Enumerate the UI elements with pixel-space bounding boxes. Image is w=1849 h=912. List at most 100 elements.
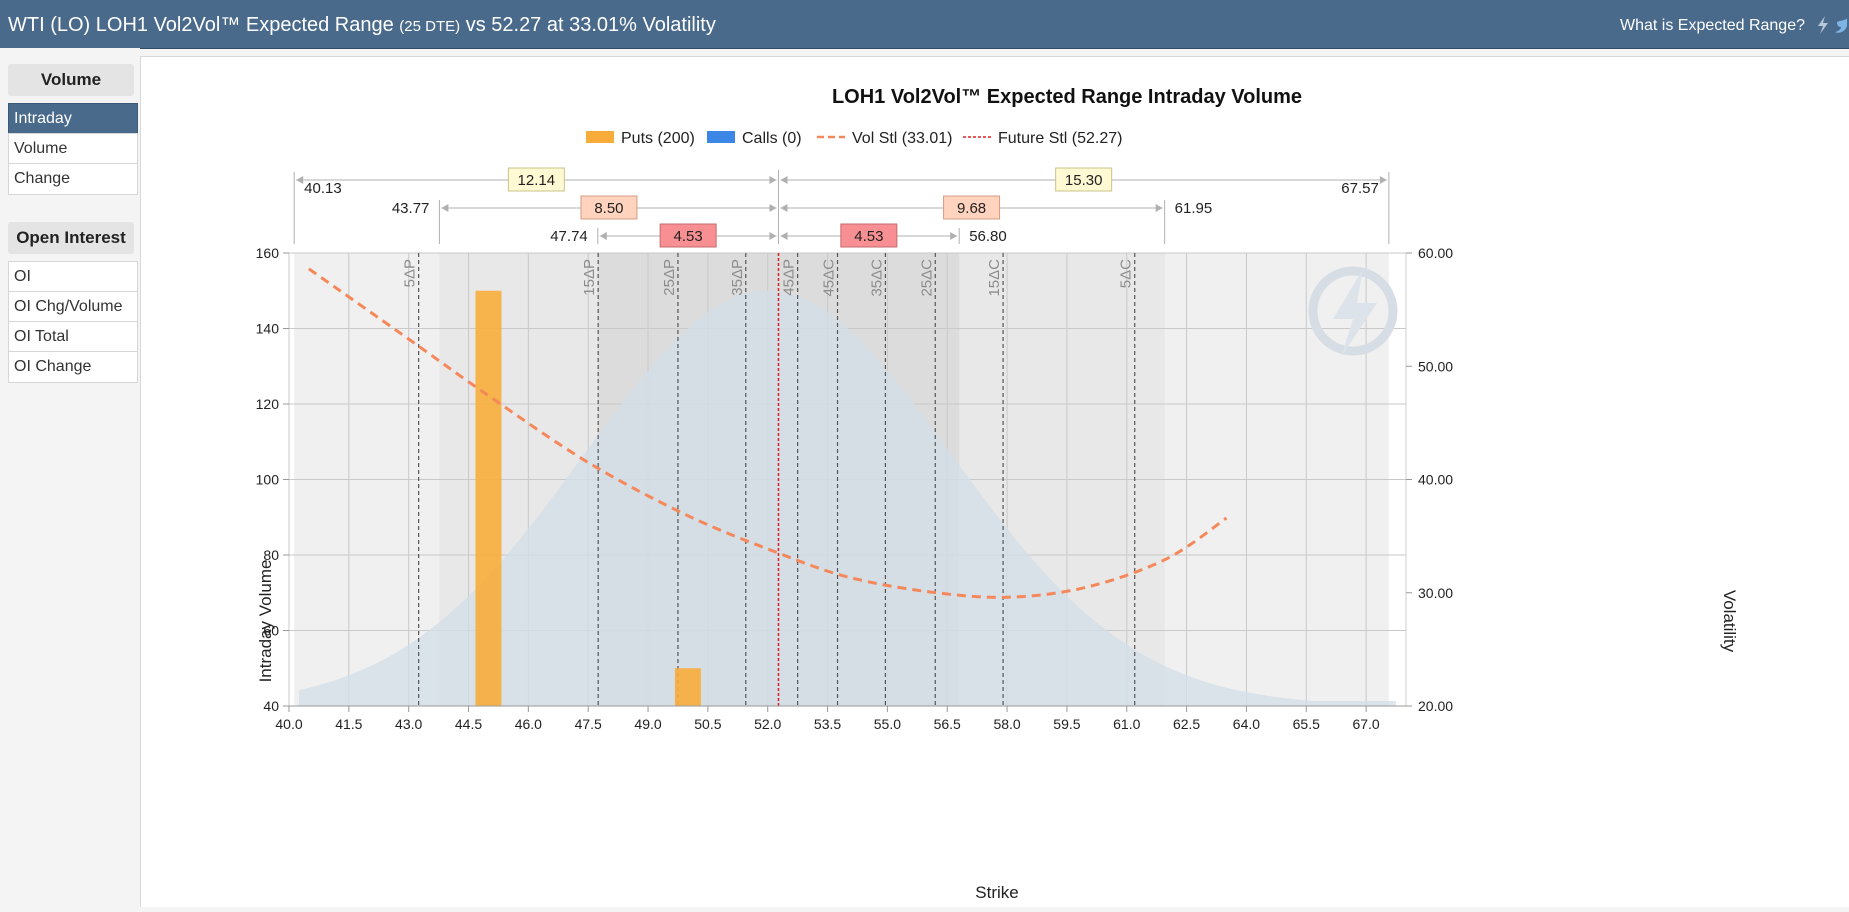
- put-bar: [674, 668, 701, 706]
- range-high-label: 67.57: [1341, 180, 1379, 197]
- x-axis-label: Strike: [975, 883, 1018, 902]
- sidebar-item-change[interactable]: Change: [8, 163, 138, 195]
- range-width-right: 4.53: [854, 228, 883, 245]
- y2-tick-label: 40.00: [1418, 472, 1453, 488]
- range-high-label: 61.95: [1175, 200, 1213, 217]
- range-arrowhead: [769, 232, 777, 240]
- delta-label: 15ΔC: [986, 259, 1003, 297]
- header-bar: WTI (LO) LOH1 Vol2Vol™ Expected Range (2…: [0, 0, 1849, 49]
- range-width-box: [1055, 167, 1113, 192]
- y-tick-label: 40: [263, 698, 279, 714]
- delta-label: 25ΔC: [918, 259, 935, 297]
- x-tick-label: 49.0: [634, 716, 661, 732]
- help-link[interactable]: What is Expected Range?: [1620, 17, 1805, 34]
- sidebar-item-oi-change[interactable]: OI Change: [8, 351, 138, 383]
- watermark-logo: [1308, 266, 1398, 356]
- chart-title: LOH1 Vol2Vol™ Expected Range Intraday Vo…: [832, 86, 1302, 108]
- range-arrowhead: [1379, 176, 1387, 184]
- x-tick-label: 52.0: [754, 716, 781, 732]
- x-tick-label: 55.0: [874, 716, 901, 732]
- range-width-right: 9.68: [957, 200, 986, 217]
- range-arrowhead: [296, 176, 304, 184]
- x-tick-label: 61.0: [1113, 716, 1140, 732]
- legend-label: Vol Stl (33.01): [852, 130, 953, 147]
- delta-label: 25ΔP: [661, 259, 678, 296]
- delta-label: 5ΔC: [1118, 259, 1135, 288]
- x-tick-label: 64.0: [1233, 716, 1260, 732]
- legend-swatch: [707, 131, 735, 143]
- twitter-icon[interactable]: [1835, 18, 1847, 33]
- sidebar-item-oi[interactable]: OI: [8, 261, 138, 293]
- range-arrowhead: [780, 204, 788, 212]
- x-tick-label: 59.5: [1053, 716, 1080, 732]
- range-width-box: [580, 195, 638, 220]
- legend-label: Calls (0): [742, 130, 802, 147]
- page-title: WTI (LO) LOH1 Vol2Vol™ Expected Range (2…: [8, 14, 716, 36]
- delta-label: 45ΔC: [821, 259, 838, 297]
- range-arrowhead: [780, 232, 788, 240]
- delta-label: 45ΔP: [781, 259, 798, 296]
- sidebar-item-volume[interactable]: Volume: [8, 133, 138, 165]
- delta-label: 35ΔC: [868, 259, 885, 297]
- range-width-box: [943, 195, 1001, 220]
- sidebar-heading-open-interest: Open Interest: [8, 222, 134, 254]
- range-high-label: 56.80: [969, 228, 1007, 245]
- range-width-left: 12.14: [518, 172, 556, 189]
- range-arrowhead: [769, 176, 777, 184]
- y2-tick-label: 50.00: [1418, 358, 1453, 374]
- x-tick-label: 46.0: [515, 716, 542, 732]
- legend-label: Future Stl (52.27): [998, 130, 1123, 147]
- x-tick-label: 65.5: [1293, 716, 1320, 732]
- range-arrowhead: [950, 232, 958, 240]
- y-tick-label: 140: [256, 321, 280, 337]
- lightning-icon[interactable]: [1818, 16, 1828, 34]
- y-tick-label: 100: [256, 472, 280, 488]
- range-arrowhead: [769, 204, 777, 212]
- x-tick-label: 50.5: [694, 716, 721, 732]
- sidebar-item-oi-total[interactable]: OI Total: [8, 321, 138, 353]
- x-tick-label: 53.5: [814, 716, 841, 732]
- sidebar-item-intraday[interactable]: Intraday: [8, 103, 138, 135]
- delta-label: 5ΔP: [402, 259, 419, 287]
- y2-tick-label: 60.00: [1418, 245, 1453, 261]
- range-arrowhead: [599, 232, 607, 240]
- range-width-right: 15.30: [1065, 172, 1103, 189]
- x-tick-label: 56.5: [934, 716, 961, 732]
- y-axis-label: Intraday Volume: [256, 560, 275, 683]
- y-tick-label: 160: [256, 245, 280, 261]
- range-width-box: [659, 223, 717, 248]
- range-width-box: [840, 223, 898, 248]
- y2-axis-label: Volatility: [1720, 590, 1739, 653]
- y2-tick-label: 30.00: [1418, 585, 1453, 601]
- toolbar-icons: [1818, 16, 1847, 34]
- y-tick-label: 80: [263, 547, 279, 563]
- y-tick-label: 60: [263, 623, 279, 639]
- delta-label: 35ΔP: [729, 259, 746, 296]
- y2-tick-label: 20.00: [1418, 698, 1453, 714]
- sidebar-heading-volume: Volume: [8, 64, 134, 96]
- x-tick-label: 44.5: [455, 716, 482, 732]
- x-tick-label: 62.5: [1173, 716, 1200, 732]
- vol-settle-curve: [308, 267, 1228, 599]
- range-width-left: 8.50: [594, 200, 623, 217]
- range-arrowhead: [441, 204, 449, 212]
- range-low-label: 47.74: [550, 228, 588, 245]
- sidebar: Volume Intraday Volume Change Open Inter…: [0, 48, 140, 907]
- chart-panel: LOH1 Vol2Vol™ Expected Range Intraday Vo…: [140, 56, 1849, 907]
- range-arrowhead: [1155, 204, 1163, 212]
- x-tick-label: 58.0: [993, 716, 1020, 732]
- sidebar-item-oi-chg-volume[interactable]: OI Chg/Volume: [8, 291, 138, 323]
- x-tick-label: 43.0: [395, 716, 422, 732]
- delta-label: 15ΔP: [581, 259, 598, 296]
- x-tick-label: 47.5: [575, 716, 602, 732]
- range-arrowhead: [780, 176, 788, 184]
- watermark-bolt: [1333, 269, 1377, 357]
- x-tick-label: 67.0: [1352, 716, 1379, 732]
- range-width-left: 4.53: [674, 228, 703, 245]
- put-bar: [475, 290, 502, 706]
- range-low-label: 40.13: [304, 180, 342, 197]
- x-tick-label: 41.5: [335, 716, 362, 732]
- legend-swatch: [586, 131, 614, 143]
- range-low-label: 43.77: [392, 200, 430, 217]
- probability-distribution-area: [298, 290, 1397, 706]
